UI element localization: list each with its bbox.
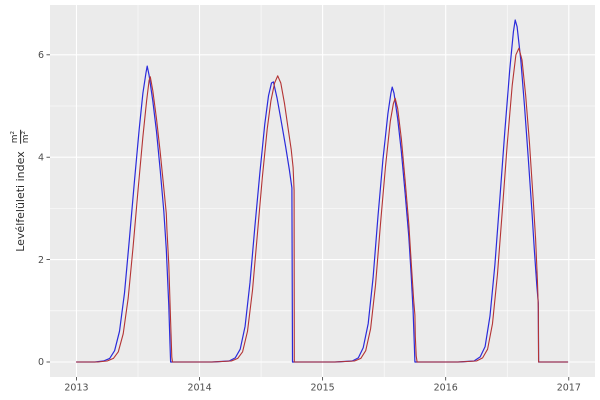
x-tick-label: 2014 (187, 383, 211, 394)
y-tick-label: 2 (38, 255, 44, 266)
y-tick-label: 6 (38, 50, 44, 61)
x-tick-label: 2015 (311, 383, 335, 394)
x-tick-label: 2016 (434, 383, 458, 394)
y-tick-label: 0 (38, 357, 44, 368)
x-tick-label: 2013 (64, 383, 88, 394)
y-tick-label: 4 (38, 152, 44, 163)
red-series-line (75, 47, 569, 363)
x-tick-label: 2017 (557, 383, 581, 394)
